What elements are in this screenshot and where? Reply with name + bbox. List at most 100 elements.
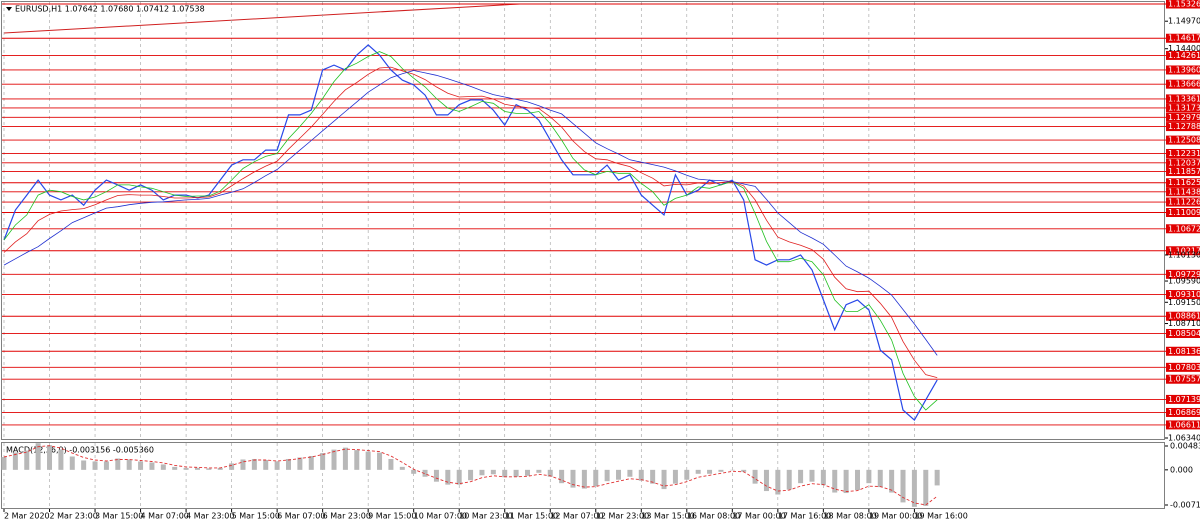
histogram-bar: [81, 460, 87, 470]
level-label-bg: [1166, 65, 1200, 75]
x-tick-label: 17 Mar 16:00: [778, 512, 831, 521]
level-label: 1.10217: [1168, 246, 1200, 255]
histogram-bar: [889, 469, 895, 493]
level-label-bg: [1166, 224, 1200, 234]
menu-arrow[interactable]: [6, 7, 12, 11]
level-label: 1.08136: [1168, 347, 1200, 356]
y-tick-label: 1.10130: [1168, 250, 1200, 259]
level-label-bg: [1166, 311, 1200, 321]
histogram-bar: [513, 469, 519, 477]
y-tick-label: -0.007125: [1170, 501, 1200, 510]
price-panel: [1, 1, 1165, 440]
histogram-bar: [69, 456, 75, 470]
level-label-bg: [1166, 178, 1200, 188]
histogram-bar: [661, 469, 667, 490]
histogram-bar: [468, 469, 474, 481]
level-label: 1.12979: [1168, 113, 1200, 122]
level-label-bg: [1166, 362, 1200, 372]
level-label: 1.11625: [1168, 178, 1200, 187]
signal-line: [3, 445, 938, 506]
histogram-bar: [172, 466, 178, 470]
histogram-bar: [433, 469, 439, 482]
level-label: 1.08861: [1168, 312, 1200, 321]
level-label-bg: [1166, 148, 1200, 158]
level-label: 1.12231: [1168, 149, 1200, 158]
level-label: 1.12037: [1168, 158, 1200, 167]
histogram-bar: [126, 459, 132, 470]
histogram-bar: [308, 456, 314, 470]
histogram-bar: [604, 469, 610, 482]
histogram-bar: [217, 467, 223, 470]
histogram-bar: [911, 469, 917, 507]
y-tick-label: 1.14970: [1168, 17, 1200, 26]
histogram-bar: [103, 461, 109, 470]
histogram-bar: [24, 450, 30, 470]
y-tick-label: 1.09590: [1168, 277, 1200, 286]
level-label-bg: [1166, 420, 1200, 430]
histogram-bar: [729, 469, 735, 471]
histogram-bar: [365, 451, 371, 470]
histogram-bar: [490, 469, 496, 475]
histogram-bar: [320, 453, 326, 470]
x-tick-label: 4 Mar 23:00: [186, 512, 234, 521]
trend-line: [3, 3, 521, 34]
level-label: 1.11226: [1168, 198, 1200, 207]
histogram-bar: [286, 458, 291, 470]
histogram-bar: [581, 469, 587, 489]
level-label-bg: [1166, 167, 1200, 177]
histogram-bar: [12, 452, 18, 470]
level-label-bg: [1166, 394, 1200, 404]
level-label-bg: [1166, 290, 1200, 300]
histogram-bar: [695, 469, 701, 474]
x-tick-label: 9 Mar 15:00: [368, 512, 416, 521]
level-label: 1.14261: [1168, 51, 1200, 60]
histogram-bar: [900, 469, 906, 503]
x-tick-label: 2 Mar 23:00: [50, 512, 98, 521]
level-label: 1.07557: [1168, 375, 1200, 384]
x-tick-label: 12 Mar 23:00: [596, 512, 649, 521]
y-tick-label: 0.004832: [1170, 442, 1200, 451]
histogram-bar: [616, 469, 622, 480]
x-tick-label: 6 Mar 23:00: [323, 512, 371, 521]
level-label: 1.09729: [1168, 270, 1200, 279]
y-tick-label: 1.06340: [1168, 434, 1200, 443]
histogram-bar: [149, 462, 155, 470]
level-label-bg: [1166, 79, 1200, 89]
histogram-bar: [627, 469, 633, 477]
level-label-bg: [1166, 122, 1200, 132]
level-label-bg: [1166, 158, 1200, 168]
level-label-bg: [1166, 246, 1200, 256]
histogram-bar: [138, 461, 144, 470]
level-label: 1.13173: [1168, 103, 1200, 112]
x-tick-label: 13 Mar 15:00: [641, 512, 694, 521]
histogram-bar: [547, 469, 553, 477]
level-label: 1.15326: [1168, 0, 1200, 9]
macd-panel: [1, 442, 1165, 509]
histogram-bar: [650, 469, 656, 484]
histogram-bar: [229, 463, 235, 470]
x-tick-label: 3 Mar 15:00: [95, 512, 143, 521]
histogram-bar: [479, 469, 485, 476]
histogram-bar: [240, 459, 246, 470]
histogram-bar: [570, 469, 576, 488]
histogram-bar: [411, 469, 417, 474]
histogram-bar: [354, 450, 360, 470]
histogram-bar: [786, 469, 792, 490]
histogram-bar: [92, 461, 98, 470]
histogram-bar: [707, 469, 713, 474]
level-label-bg: [1166, 33, 1200, 43]
x-tick-label: 11 Mar 15:00: [505, 512, 558, 521]
histogram-bar: [263, 459, 269, 470]
histogram-bar: [377, 452, 383, 470]
level-label: 1.12508: [1168, 136, 1200, 145]
y-tick-label: 1.14400: [1168, 44, 1200, 53]
x-tick-label: 2 Mar 2020: [4, 512, 50, 521]
x-tick-label: 12 Mar 07:00: [550, 512, 603, 521]
level-label: 1.09310: [1168, 290, 1200, 299]
histogram-bar: [183, 467, 189, 470]
level-label: 1.12788: [1168, 122, 1200, 131]
histogram-bar: [798, 469, 804, 484]
level-label: 1.07803: [1168, 363, 1200, 372]
